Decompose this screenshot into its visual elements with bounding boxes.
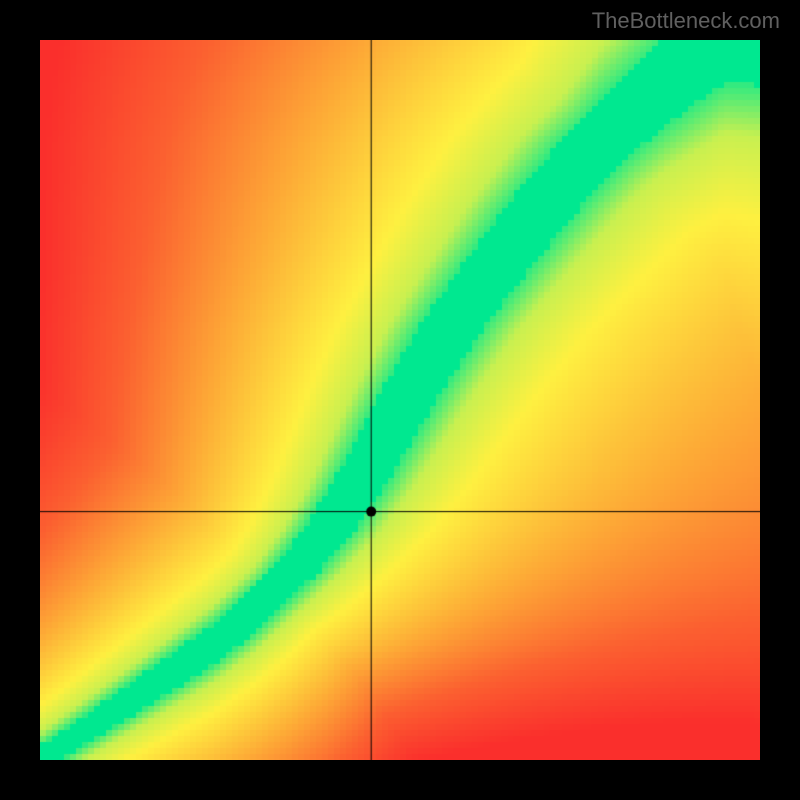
heatmap-canvas [40,40,760,760]
watermark-text: TheBottleneck.com [592,8,780,34]
bottleneck-heatmap [40,40,760,760]
